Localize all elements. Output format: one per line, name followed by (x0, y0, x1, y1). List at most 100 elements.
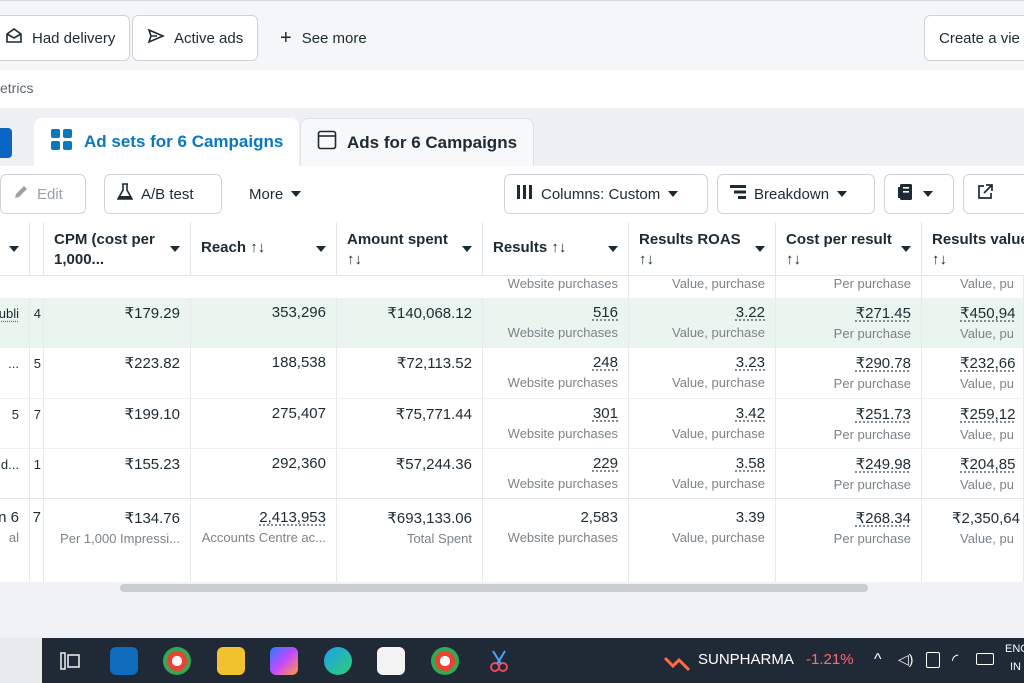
ticker-change: -1.21% (806, 651, 854, 668)
header-roas-line1: Results ROAS (639, 231, 741, 248)
chrome-icon[interactable] (163, 647, 191, 675)
cell-results[interactable]: 229 (592, 455, 618, 472)
tab-adsets[interactable]: Ad sets for 6 Campaigns (34, 118, 300, 166)
cell-amount: ₹140,068.12 (387, 305, 472, 322)
export-button[interactable] (963, 174, 1024, 214)
cell-cpm: ₹223.82 (124, 355, 180, 372)
chevron-down-icon (755, 246, 765, 252)
cell-results[interactable]: 248 (592, 354, 618, 371)
cell-roas[interactable]: 3.58 (735, 455, 765, 472)
see-more-button[interactable]: + See more (280, 15, 367, 61)
cell-value[interactable]: ₹204,85 (960, 456, 1016, 473)
cell-sub: Value, purchase (672, 530, 765, 545)
create-view-label: Create a vie (939, 29, 1020, 47)
outlook-icon[interactable] (110, 647, 138, 675)
cell-reach: 275,407 (271, 405, 326, 422)
cell-value[interactable]: ₹232,66 (960, 355, 1016, 372)
table-row[interactable]: ubli 4 ₹179.29 353,296 ₹140,068.12 516 We… (0, 298, 1024, 348)
cell-sub: Website purchases (507, 476, 618, 491)
cell-sub: al (8, 530, 19, 545)
cell-sub: Per purchase (833, 427, 911, 442)
chevron-up-icon[interactable]: ^ (874, 651, 882, 668)
plus-icon: + (280, 26, 292, 49)
chevron-down-icon (923, 191, 933, 197)
cell-value[interactable]: ₹450,94 (960, 305, 1016, 322)
cell-roas[interactable]: 3.42 (735, 405, 765, 422)
cell-sub: Website purchases (507, 426, 618, 441)
cell-reach: 188,538 (271, 354, 326, 371)
total-roas: 3.39 (735, 509, 765, 526)
cell-sub: Website purchases (507, 530, 618, 545)
more-button[interactable]: More (236, 174, 320, 214)
had-delivery-filter[interactable]: Had delivery (0, 15, 131, 61)
edit-button[interactable]: Edit (0, 174, 86, 214)
table-row[interactable]: d... 1 ₹155.23 292,360 ₹57,244.36 229 Web… (0, 448, 1024, 499)
total-cost[interactable]: ₹268.34 (855, 510, 911, 527)
edge-icon[interactable] (324, 647, 352, 675)
metrics-label: etrics (0, 80, 34, 96)
reports-button[interactable] (884, 174, 954, 214)
header-roas-line2: ↑↓ (639, 251, 654, 268)
header-results-roas[interactable]: Results ROAS ↑↓ (629, 222, 776, 276)
cell-name: d... (0, 457, 19, 472)
table-row[interactable]: ... 5 ₹223.82 188,538 ₹72,113.52 248 Webs… (0, 348, 1024, 398)
header-cost-per-result[interactable]: Cost per result ↑↓ (776, 222, 922, 276)
header-reach-label: Reach ↑↓ (201, 239, 266, 256)
header-amount-spent[interactable]: Amount spent ↑↓ (337, 222, 483, 276)
header-partial[interactable] (0, 222, 30, 276)
snipping-tool-icon[interactable] (485, 647, 513, 675)
breakdown-button[interactable]: Breakdown (717, 174, 875, 214)
speaker-icon[interactable]: ◁) (898, 651, 914, 667)
cell-cost[interactable]: ₹251.73 (855, 406, 911, 423)
copilot-icon[interactable] (270, 647, 298, 675)
table-row[interactable]: 5 7 ₹199.10 275,407 ₹75,771.44 301 Websit… (0, 398, 1024, 449)
cell-roas[interactable]: 3.23 (735, 354, 765, 371)
header-amount-line1: Amount spent (347, 231, 448, 248)
task-view-icon[interactable] (56, 647, 84, 675)
tabs-bar: Ad sets for 6 Campaigns Ads for 6 Campai… (0, 108, 1024, 166)
cell-results[interactable]: 301 (592, 405, 618, 422)
active-ads-filter[interactable]: Active ads (132, 15, 259, 61)
header-results[interactable]: Results ↑↓ (483, 222, 629, 276)
chevron-down-icon (837, 191, 848, 197)
ab-test-button[interactable]: A/B test (104, 174, 222, 214)
cell-sub: Value, pur (960, 376, 1013, 391)
file-explorer-icon[interactable] (217, 647, 245, 675)
total-cpm: ₹134.76 (124, 510, 180, 527)
cell-value[interactable]: ₹259,12 (960, 406, 1016, 423)
cell-sub: Total Spent (406, 531, 472, 546)
taskbar: SUNPHARMA -1.21% ^ ◁) ◜ ENG IN (0, 638, 1024, 683)
cell-roas[interactable]: 3.22 (735, 304, 765, 321)
cell-sub: Per purchase (833, 477, 911, 492)
language-indicator[interactable]: ENG (1005, 643, 1024, 655)
tab-ads[interactable]: Ads for 6 Campaigns (300, 118, 535, 166)
cell-cpm: ₹199.10 (124, 406, 180, 423)
horizontal-scrollbar[interactable] (120, 584, 868, 592)
battery-icon[interactable] (926, 652, 940, 668)
header-cpm[interactable]: CPM (cost per 1,000... (44, 222, 191, 276)
cell-name: ... (8, 356, 19, 371)
header-reach[interactable]: Reach ↑↓ (191, 222, 337, 276)
header-results-value[interactable]: Results value ↑↓ (922, 222, 1024, 276)
total-reach[interactable]: 2,413,953 (259, 509, 326, 526)
columns-button[interactable]: Columns: Custom (504, 174, 708, 214)
cell-sub: Value, pur (960, 326, 1013, 341)
cell-cost[interactable]: ₹290.78 (855, 355, 911, 372)
cell-amount: ₹75,771.44 (395, 406, 472, 423)
create-view-button[interactable]: Create a vie (924, 15, 1024, 61)
collapse-panel-button[interactable] (0, 128, 12, 158)
cell-cost[interactable]: ₹249.98 (855, 456, 911, 473)
chevron-down-icon (901, 246, 911, 252)
region-indicator[interactable]: IN (1010, 661, 1021, 673)
cell-results[interactable]: 516 (592, 304, 618, 321)
chrome-profile-icon[interactable] (431, 647, 459, 675)
chevron-down-icon (291, 191, 302, 197)
cell-partial: 5 (33, 356, 41, 371)
ticker-name[interactable]: SUNPHARMA (698, 651, 794, 668)
power-icon[interactable] (976, 653, 994, 665)
cell-cost[interactable]: ₹271.45 (855, 305, 911, 322)
header-cost-line2: ↑↓ (786, 251, 801, 268)
wifi-icon[interactable]: ◜ (952, 652, 959, 669)
breakdown-icon (730, 185, 746, 203)
store-icon[interactable] (377, 647, 405, 675)
